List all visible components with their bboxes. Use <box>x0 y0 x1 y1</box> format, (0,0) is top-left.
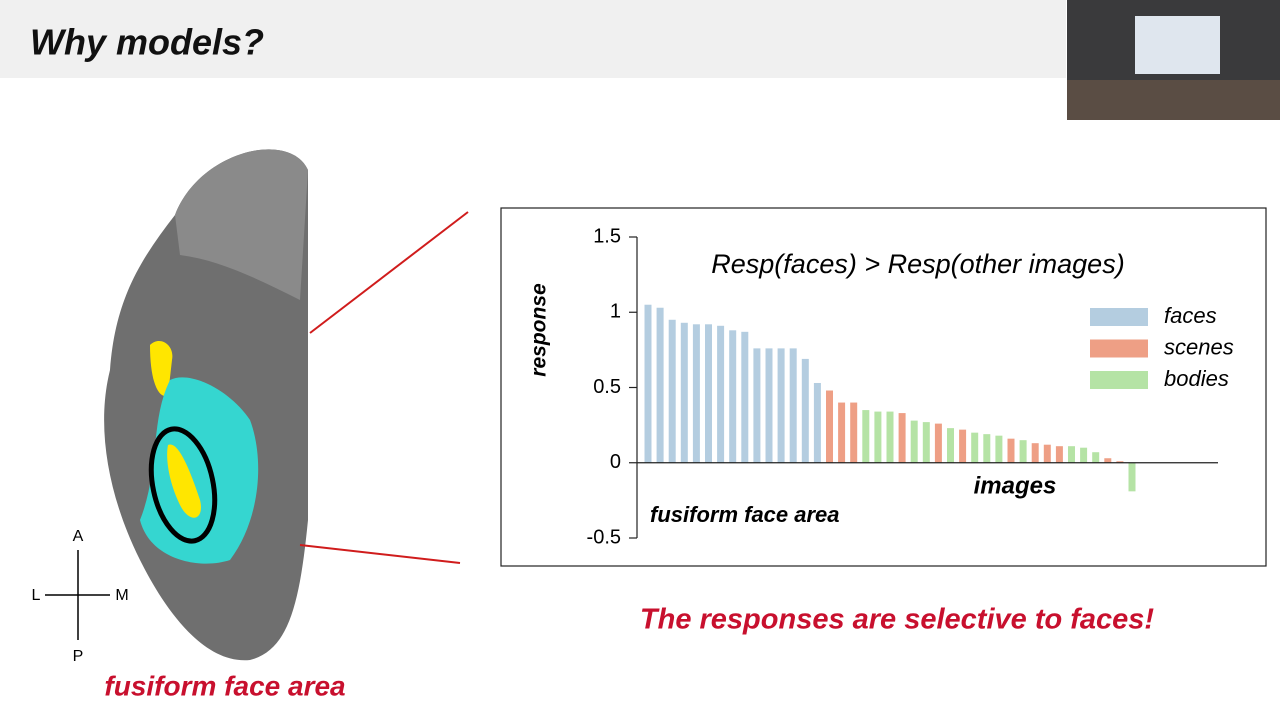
bar <box>1068 446 1075 463</box>
compass-label: L <box>32 587 41 604</box>
bar <box>753 348 761 463</box>
bar <box>656 307 664 463</box>
bar <box>947 428 954 463</box>
bar <box>1080 447 1088 463</box>
bar <box>729 330 737 463</box>
bar <box>1031 443 1039 463</box>
bar <box>971 432 979 463</box>
zoom-line <box>309 211 469 334</box>
zoom-line <box>299 544 461 564</box>
y-axis-label: response <box>528 283 551 377</box>
bar <box>1043 444 1051 463</box>
brain <box>104 149 308 661</box>
region-label: fusiform face area <box>650 502 840 527</box>
bar <box>680 322 688 463</box>
bar <box>1007 438 1015 463</box>
bar <box>1019 440 1027 463</box>
bar <box>644 304 652 463</box>
y-tick-label: 0 <box>610 451 621 473</box>
bar <box>1104 458 1112 463</box>
y-tick-label: 1 <box>610 301 621 323</box>
y-tick-label: -0.5 <box>587 526 621 548</box>
bar <box>838 402 846 463</box>
legend-label: faces <box>1164 303 1217 328</box>
compass <box>45 550 110 640</box>
x-axis-label: images <box>974 472 1057 499</box>
bar <box>668 319 676 463</box>
bar <box>850 402 858 463</box>
chart-annotation: Resp(faces) > Resp(other images) <box>711 249 1124 279</box>
slide-title: Why models? <box>30 22 264 63</box>
title-bar <box>0 0 1066 78</box>
legend-label: bodies <box>1164 366 1229 391</box>
bar <box>874 411 882 463</box>
bar <box>789 348 797 463</box>
bar <box>934 423 942 463</box>
bar <box>765 348 773 463</box>
legend-label: scenes <box>1164 334 1234 359</box>
compass-label: A <box>73 528 84 545</box>
legend-swatch <box>1090 339 1148 358</box>
compass-label: P <box>73 648 84 665</box>
bar <box>1116 461 1124 463</box>
bar <box>886 411 894 463</box>
bar <box>1128 462 1136 492</box>
bar <box>922 422 930 463</box>
bar <box>1092 452 1100 463</box>
bar <box>826 390 833 463</box>
bar <box>983 434 991 463</box>
bar <box>777 348 785 463</box>
bar <box>813 382 821 463</box>
legend-swatch <box>1090 308 1148 326</box>
bar <box>717 325 725 463</box>
bar <box>705 324 712 463</box>
bar <box>959 429 967 463</box>
brain-caption: fusiform face area <box>104 670 345 701</box>
takeaway: The responses are selective to faces! <box>640 604 1155 636</box>
bar <box>741 331 749 463</box>
legend-swatch <box>1090 371 1148 389</box>
bar <box>898 413 906 463</box>
bar <box>862 410 870 463</box>
compass-label: M <box>115 587 128 604</box>
bar <box>910 420 918 463</box>
y-tick-label: 1.5 <box>593 225 621 247</box>
bar <box>692 324 700 463</box>
bar <box>801 358 809 463</box>
bar <box>995 435 1003 463</box>
webcam <box>1067 0 1280 120</box>
y-tick-label: 0.5 <box>593 376 621 398</box>
bar <box>1055 446 1063 463</box>
